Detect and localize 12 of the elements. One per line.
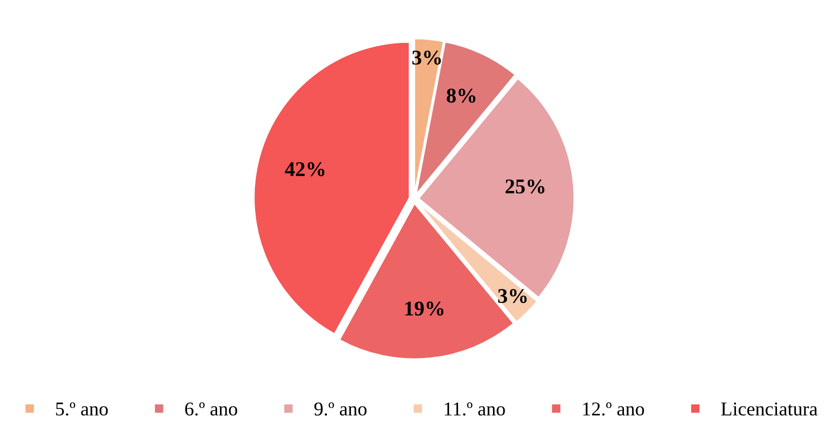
legend-label: 12.º ano <box>583 402 644 416</box>
legend-label: 5.º ano <box>56 402 108 416</box>
legend-label: 9.º ano <box>314 402 367 416</box>
data-label: 3% <box>412 50 441 65</box>
data-label: 3% <box>498 288 527 304</box>
legend-label: 6.º ano <box>185 402 238 416</box>
data-label: 8% <box>446 88 476 103</box>
data-label: 42% <box>284 162 324 176</box>
legend-label: 11.º ano <box>444 402 505 416</box>
legend-label: Licenciatura <box>721 402 818 416</box>
data-label: 25% <box>506 179 544 194</box>
data-label: 19% <box>405 302 444 316</box>
